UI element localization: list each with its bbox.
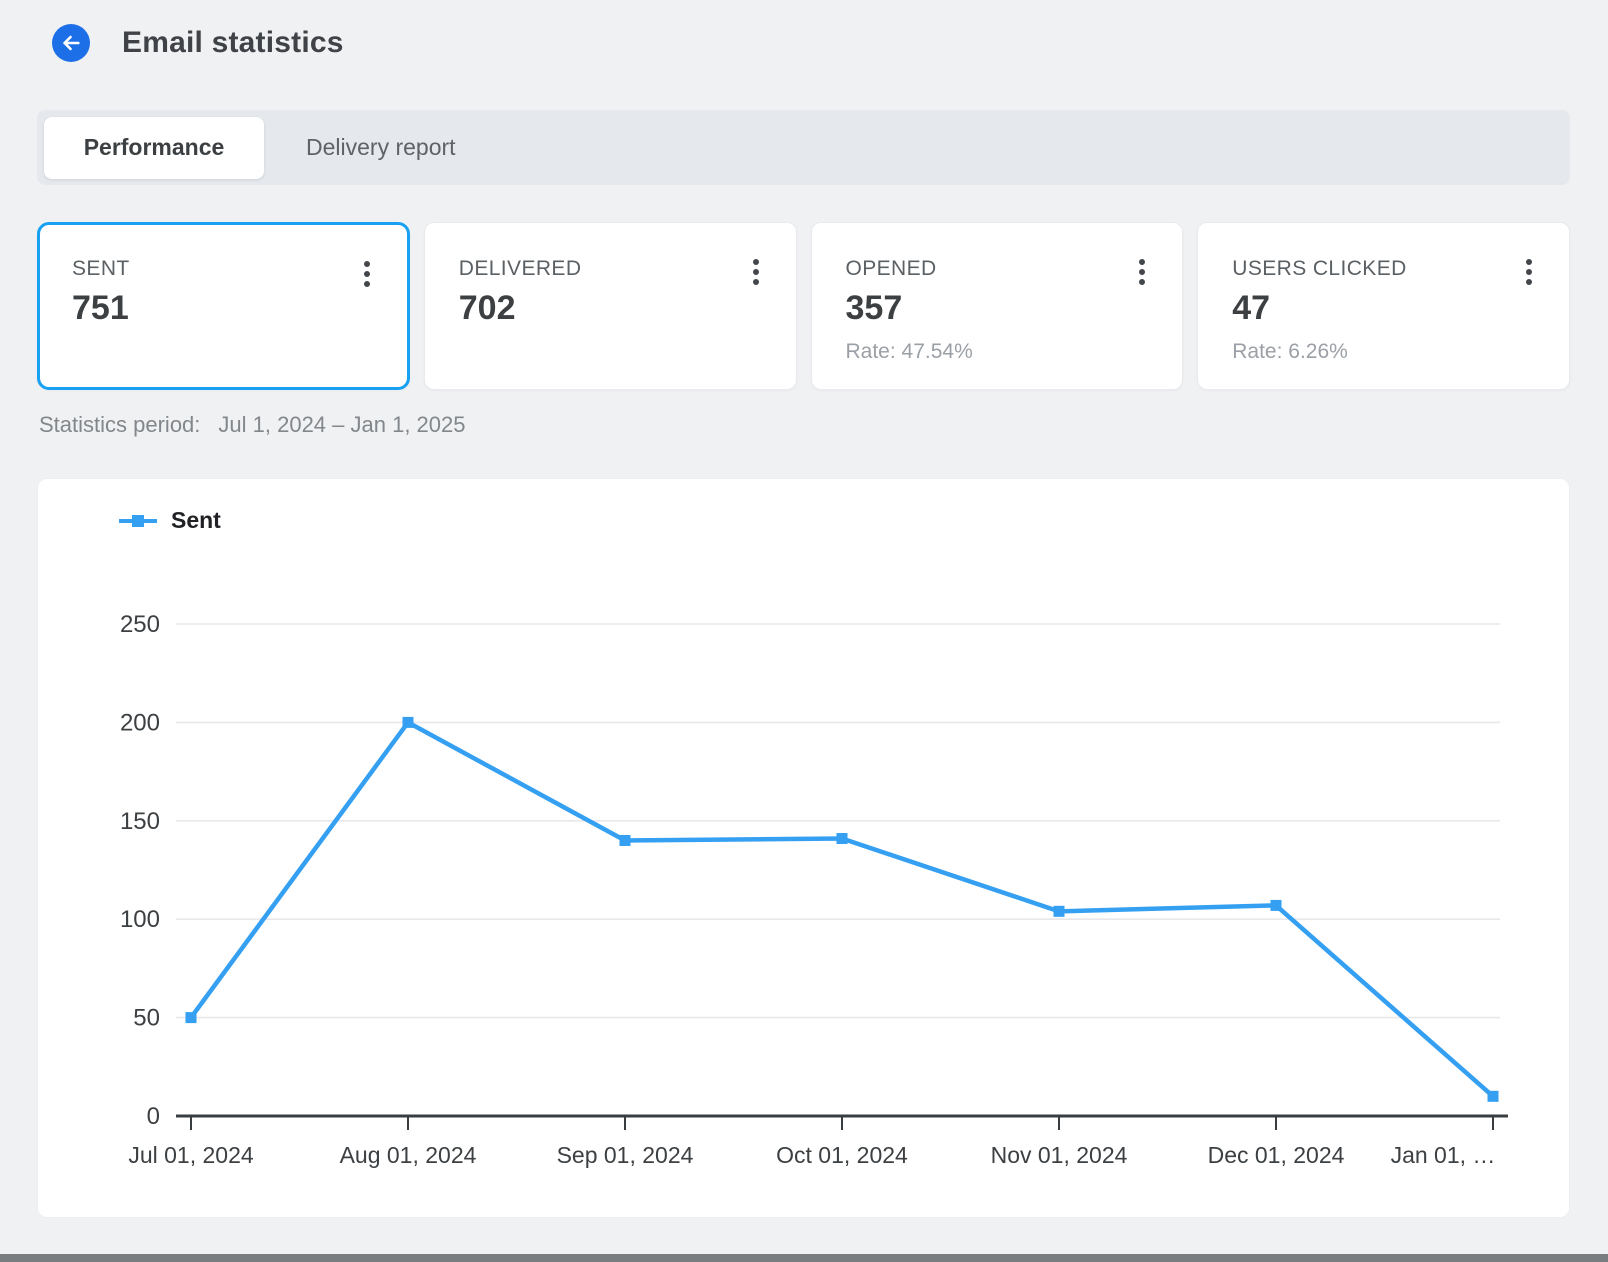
- stat-card-value: 47: [1232, 289, 1271, 327]
- stat-card-sent[interactable]: SENT 751: [37, 222, 410, 390]
- kebab-menu-icon: [752, 259, 759, 265]
- stat-card-rate: Rate: 6.26%: [1232, 340, 1348, 363]
- tab-bar: Performance Delivery report: [37, 110, 1570, 185]
- tab-performance[interactable]: Performance: [44, 116, 264, 179]
- svg-text:Aug 01, 2024: Aug 01, 2024: [340, 1142, 477, 1168]
- svg-text:200: 200: [120, 709, 160, 736]
- chart-card: Sent 0 50 100 150 200 250 Jul 01, 2024 Aug 01, …: [37, 478, 1570, 1218]
- back-button[interactable]: [52, 24, 90, 62]
- kebab-menu-icon: [363, 261, 370, 267]
- card-menu-button[interactable]: [1511, 253, 1547, 299]
- line-series-swatch-icon: [119, 514, 157, 527]
- stat-cards-row: SENT 751 DELIVERED 702 OPENED 357 Rate: …: [37, 222, 1570, 390]
- page-header: Email statistics: [52, 24, 344, 62]
- arrow-left-icon: [60, 32, 82, 54]
- svg-text:Jul 01, 2024: Jul 01, 2024: [128, 1142, 254, 1168]
- tab-delivery-report[interactable]: Delivery report: [264, 117, 498, 179]
- stat-card-value: 357: [845, 289, 903, 327]
- svg-text:Jan 01, …: Jan 01, …: [1391, 1142, 1496, 1168]
- kebab-menu-icon: [1139, 259, 1146, 265]
- legend-label: Sent: [171, 507, 221, 533]
- svg-text:Sep 01, 2024: Sep 01, 2024: [557, 1142, 694, 1168]
- svg-text:Oct 01, 2024: Oct 01, 2024: [776, 1142, 908, 1168]
- card-menu-button[interactable]: [738, 253, 774, 299]
- stat-card-label: OPENED: [845, 257, 937, 280]
- sent-line-chart: 0 50 100 150 200 250 Jul 01, 2024 Aug 01, 2024 S…: [120, 611, 1508, 1168]
- card-menu-button[interactable]: [1124, 253, 1160, 299]
- svg-text:150: 150: [120, 808, 160, 835]
- stat-card-value: 702: [458, 289, 516, 327]
- legend-item-sent[interactable]: Sent: [119, 507, 221, 534]
- statistics-period: Statistics period: Jul 1, 2024 – Jan 1, …: [39, 412, 466, 438]
- stat-card-delivered[interactable]: DELIVERED 702: [423, 222, 797, 390]
- kebab-menu-icon: [1526, 259, 1532, 265]
- stat-card-rate: Rate: 47.54%: [845, 340, 973, 363]
- stat-card-label: DELIVERED: [458, 257, 582, 280]
- page-title: Email statistics: [122, 26, 344, 59]
- svg-text:50: 50: [133, 1005, 160, 1032]
- stat-card-label: USERS CLICKED: [1232, 257, 1407, 280]
- svg-text:100: 100: [120, 906, 160, 933]
- statistics-period-value: Jul 1, 2024 – Jan 1, 2025: [218, 412, 466, 437]
- stat-card-opened[interactable]: OPENED 357 Rate: 47.54%: [810, 222, 1184, 390]
- stat-card-users-clicked[interactable]: USERS CLICKED 47 Rate: 6.26%: [1197, 222, 1570, 390]
- card-menu-button[interactable]: [349, 255, 385, 301]
- stat-card-value: 751: [72, 289, 129, 327]
- svg-text:Nov 01, 2024: Nov 01, 2024: [991, 1142, 1128, 1168]
- stat-card-label: SENT: [72, 257, 130, 280]
- statistics-period-label: Statistics period:: [39, 412, 201, 437]
- svg-text:0: 0: [147, 1103, 160, 1130]
- svg-text:250: 250: [120, 611, 160, 638]
- window-bottom-edge: [0, 1254, 1608, 1262]
- svg-text:Dec 01, 2024: Dec 01, 2024: [1208, 1142, 1345, 1168]
